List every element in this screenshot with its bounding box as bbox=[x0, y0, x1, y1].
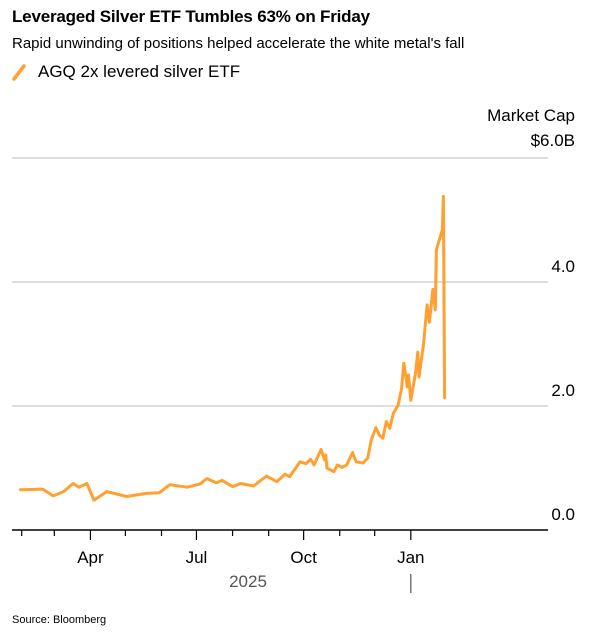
x-tick-label: Jul bbox=[186, 548, 208, 567]
y-tick-label: 0.0 bbox=[551, 505, 575, 524]
source-note: Source: Bloomberg bbox=[12, 614, 107, 626]
x-tick-label: Oct bbox=[290, 548, 317, 567]
series-line-agq bbox=[19, 194, 447, 502]
y-axis-top-label: $6.0B bbox=[531, 131, 575, 150]
legend: AGQ 2x levered silver ETF bbox=[12, 62, 240, 82]
chart-title: Leveraged Silver ETF Tumbles 63% on Frid… bbox=[12, 7, 370, 26]
slash-line-icon bbox=[12, 64, 26, 81]
y-tick-label: 2.0 bbox=[551, 381, 575, 400]
year-label: 2025 bbox=[229, 572, 267, 591]
legend-series-label: AGQ 2x levered silver ETF bbox=[38, 62, 241, 81]
x-tick-label: Jan bbox=[397, 548, 424, 567]
x-tick-label: Apr bbox=[77, 548, 104, 567]
y-axis-title: Market Cap bbox=[487, 106, 575, 125]
y-tick-label: 4.0 bbox=[551, 257, 575, 276]
chart-subtitle: Rapid unwinding of positions helped acce… bbox=[12, 35, 465, 52]
